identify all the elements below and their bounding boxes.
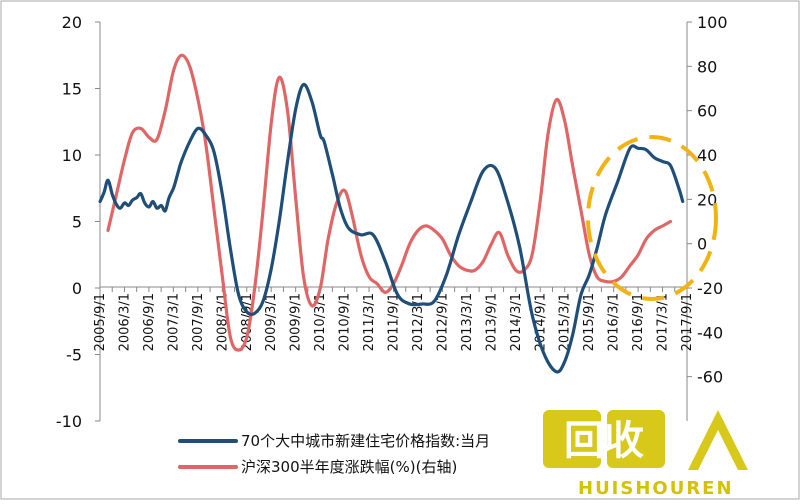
- x-tick-label: 2010/9/1: [338, 293, 353, 351]
- watermark-main-text: 回收: [564, 418, 644, 464]
- highlight-dashed-circle: [586, 135, 718, 301]
- y-right-tick-label: 40: [697, 146, 717, 165]
- series-line-csi300: [106, 53, 673, 352]
- x-tick-label: 2009/9/1: [289, 293, 304, 351]
- y-right-tick-label: 20: [697, 190, 717, 209]
- watermark-sub-text: HUISHOUREN: [578, 478, 734, 499]
- x-tick-label: 2014/3/1: [509, 293, 524, 351]
- x-tick-label: 2017/9/1: [680, 293, 695, 351]
- x-tick-label: 2013/3/1: [460, 293, 475, 351]
- x-tick-label: 2016/3/1: [607, 293, 622, 351]
- y-left-tick-label: 10: [62, 146, 82, 165]
- y-left-tick-label: -5: [66, 346, 82, 365]
- legend: 70个大中城市新建住宅价格指数:当月 沪深300半年度涨跌幅(%)(右轴): [178, 432, 490, 476]
- x-tick-label: 2013/9/1: [484, 293, 499, 351]
- y-right-tick-label: 100: [697, 13, 728, 32]
- axes-layer: -10 -5 0 5 10 15 20 -60 -40 -20 0 20 40 60 80 100 2005/9…: [56, 13, 728, 431]
- y-right-tick-label: -40: [697, 323, 723, 342]
- x-tick-label: 2010/3/1: [313, 293, 328, 351]
- y-left-tick-label: 15: [62, 80, 82, 99]
- y-left-tick-label: -10: [56, 412, 82, 431]
- x-tick-label: 2011/3/1: [362, 293, 377, 351]
- x-tick-label: 2007/9/1: [191, 293, 206, 351]
- x-tick-label: 2009/3/1: [264, 293, 279, 351]
- watermark-logo: 回收 HUISHOUREN: [543, 410, 748, 499]
- x-tick-label: 2017/3/1: [656, 293, 671, 351]
- x-tick-label: 2016/9/1: [631, 293, 646, 351]
- x-tick-label: 2015/3/1: [558, 293, 573, 351]
- watermark-box-2: [607, 410, 665, 468]
- x-tick-label: 2011/9/1: [387, 293, 402, 351]
- y-right-tick-label: 80: [697, 57, 717, 76]
- y-left-tick-label: 0: [72, 279, 82, 298]
- x-tick-label: 2012/3/1: [411, 293, 426, 351]
- x-tick-label: 2012/9/1: [435, 293, 450, 351]
- y-right-tick-label: -60: [697, 368, 723, 387]
- y-right-tick-label: 0: [697, 235, 707, 254]
- watermark-arrow-icon: [688, 410, 748, 470]
- y-left-tick-label: 20: [62, 13, 82, 32]
- watermark-box-1: [543, 410, 601, 468]
- x-tick-label: 2007/3/1: [166, 293, 181, 351]
- series-layer: [98, 53, 685, 374]
- legend-label-csi300: 沪深300半年度涨跌幅(%)(右轴): [241, 458, 457, 476]
- y-right-tick-label: 60: [697, 102, 717, 121]
- x-tick-label: 2006/3/1: [117, 293, 132, 351]
- y-left-tick-label: 5: [72, 213, 82, 232]
- legend-label-house-price: 70个大中城市新建住宅价格指数:当月: [241, 432, 490, 450]
- x-tick-label: 2015/9/1: [582, 293, 597, 351]
- x-tick-label: 2005/9/1: [93, 293, 108, 351]
- x-tick-label: 2006/9/1: [142, 293, 157, 351]
- y-right-tick-label: -20: [697, 279, 723, 298]
- series-line-house-price: [98, 82, 685, 374]
